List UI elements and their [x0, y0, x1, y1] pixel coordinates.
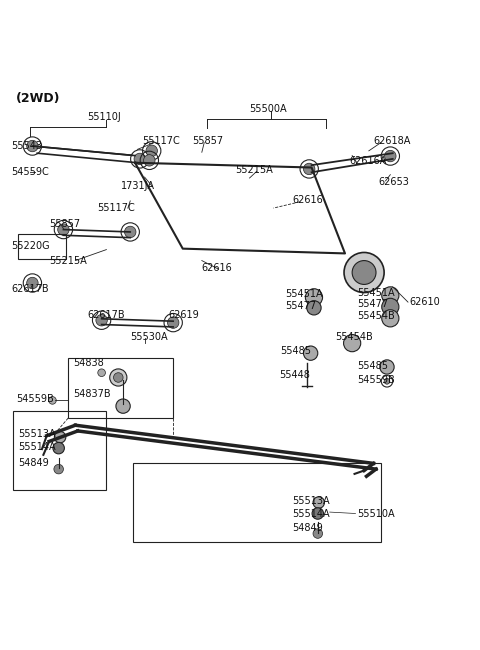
Circle shape: [380, 360, 394, 374]
Circle shape: [344, 252, 384, 292]
Text: 55215A: 55215A: [49, 255, 87, 266]
Text: 62610: 62610: [409, 297, 440, 307]
Text: 55220G: 55220G: [11, 241, 49, 252]
Text: 55477: 55477: [357, 300, 388, 309]
Text: 55857: 55857: [192, 136, 223, 146]
Circle shape: [344, 335, 361, 352]
Text: 54559C: 54559C: [11, 167, 48, 177]
Text: 62617B: 62617B: [11, 284, 48, 294]
Text: 55543: 55543: [11, 141, 42, 151]
Circle shape: [303, 346, 318, 360]
Circle shape: [384, 378, 390, 384]
Circle shape: [382, 298, 399, 315]
Text: 55530A: 55530A: [130, 332, 168, 342]
Text: 55454B: 55454B: [336, 332, 373, 342]
Text: 55513A: 55513A: [18, 429, 56, 439]
Text: 55514A: 55514A: [18, 442, 56, 452]
Text: 55117C: 55117C: [142, 136, 180, 146]
Text: 54559B: 54559B: [16, 394, 53, 404]
Text: 55514A: 55514A: [292, 510, 330, 519]
Text: 62618A: 62618A: [373, 136, 411, 146]
Text: 55451A: 55451A: [357, 287, 395, 298]
Circle shape: [54, 464, 63, 474]
Circle shape: [384, 150, 396, 162]
Circle shape: [116, 399, 130, 413]
Text: 55485: 55485: [281, 346, 312, 356]
Circle shape: [144, 155, 155, 166]
Text: 54849: 54849: [18, 458, 49, 469]
Text: 54837B: 54837B: [73, 389, 110, 399]
Text: 55451A: 55451A: [285, 289, 323, 299]
Circle shape: [48, 396, 56, 404]
Circle shape: [134, 153, 145, 164]
Text: 55513A: 55513A: [292, 495, 330, 506]
Text: 62617B: 62617B: [87, 311, 125, 320]
Text: 55485: 55485: [357, 361, 388, 370]
Circle shape: [313, 528, 323, 538]
Text: 62616A: 62616A: [350, 156, 387, 166]
Text: 54559B: 54559B: [357, 375, 395, 385]
Circle shape: [313, 497, 324, 508]
Bar: [18, 235, 66, 259]
Text: 55110J: 55110J: [87, 112, 121, 122]
Circle shape: [307, 301, 321, 315]
Text: 62619: 62619: [168, 311, 199, 320]
Circle shape: [168, 317, 179, 328]
Circle shape: [352, 261, 376, 285]
Text: 62653: 62653: [378, 177, 409, 187]
Circle shape: [146, 145, 157, 157]
Circle shape: [98, 369, 106, 376]
Text: (2WD): (2WD): [16, 92, 60, 105]
Circle shape: [124, 226, 136, 238]
Bar: [13, 411, 107, 489]
Circle shape: [382, 310, 399, 327]
Text: 55510A: 55510A: [357, 508, 395, 519]
Text: 54838: 54838: [73, 358, 104, 368]
Circle shape: [382, 287, 399, 304]
Circle shape: [305, 289, 323, 306]
Text: 54849: 54849: [292, 523, 323, 533]
Circle shape: [312, 508, 324, 519]
Circle shape: [27, 278, 38, 289]
Text: 55477: 55477: [285, 301, 316, 311]
Text: 55448: 55448: [279, 370, 310, 380]
Text: 55117C: 55117C: [97, 203, 134, 213]
Bar: [132, 463, 381, 542]
Circle shape: [53, 443, 64, 454]
Text: 1731JA: 1731JA: [120, 181, 155, 190]
Circle shape: [27, 140, 38, 151]
Text: 55857: 55857: [49, 219, 80, 229]
Circle shape: [96, 315, 108, 326]
Text: 55500A: 55500A: [250, 104, 287, 114]
Circle shape: [58, 224, 69, 235]
Text: 62616: 62616: [202, 263, 233, 273]
Text: 62616: 62616: [292, 195, 323, 205]
Circle shape: [110, 369, 127, 386]
Circle shape: [54, 432, 66, 443]
Circle shape: [114, 372, 123, 382]
Circle shape: [303, 163, 315, 175]
Text: 55215A: 55215A: [235, 165, 273, 175]
Text: 55454B: 55454B: [357, 311, 395, 321]
